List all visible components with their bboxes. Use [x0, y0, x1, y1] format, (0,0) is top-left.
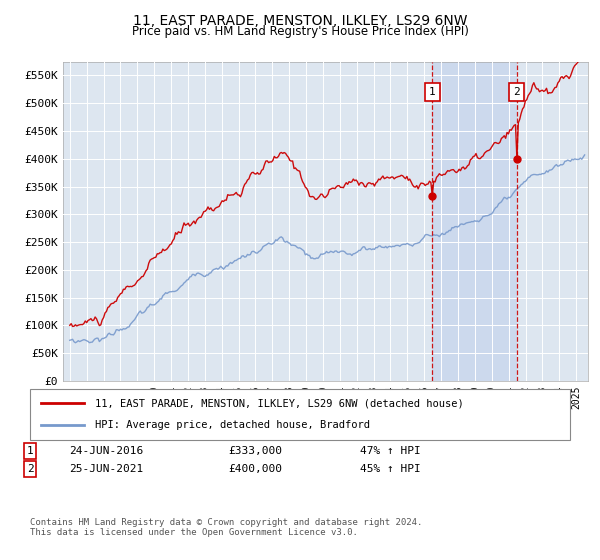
Text: 11, EAST PARADE, MENSTON, ILKLEY, LS29 6NW (detached house): 11, EAST PARADE, MENSTON, ILKLEY, LS29 6… [95, 398, 464, 408]
Text: 45% ↑ HPI: 45% ↑ HPI [360, 464, 421, 474]
Text: 1: 1 [26, 446, 34, 456]
Text: Price paid vs. HM Land Registry's House Price Index (HPI): Price paid vs. HM Land Registry's House … [131, 25, 469, 38]
Text: 2: 2 [514, 87, 520, 97]
Bar [433, 62, 517, 381]
FancyBboxPatch shape [30, 389, 570, 440]
Text: 25-JUN-2021: 25-JUN-2021 [69, 464, 143, 474]
Text: 47% ↑ HPI: 47% ↑ HPI [360, 446, 421, 456]
Text: Contains HM Land Registry data © Crown copyright and database right 2024.
This d: Contains HM Land Registry data © Crown c… [30, 518, 422, 538]
Text: HPI: Average price, detached house, Bradford: HPI: Average price, detached house, Brad… [95, 421, 370, 431]
Text: 1: 1 [429, 87, 436, 97]
Text: 2: 2 [26, 464, 34, 474]
Text: 11, EAST PARADE, MENSTON, ILKLEY, LS29 6NW: 11, EAST PARADE, MENSTON, ILKLEY, LS29 6… [133, 14, 467, 28]
Text: 24-JUN-2016: 24-JUN-2016 [69, 446, 143, 456]
Text: £400,000: £400,000 [228, 464, 282, 474]
Text: £333,000: £333,000 [228, 446, 282, 456]
